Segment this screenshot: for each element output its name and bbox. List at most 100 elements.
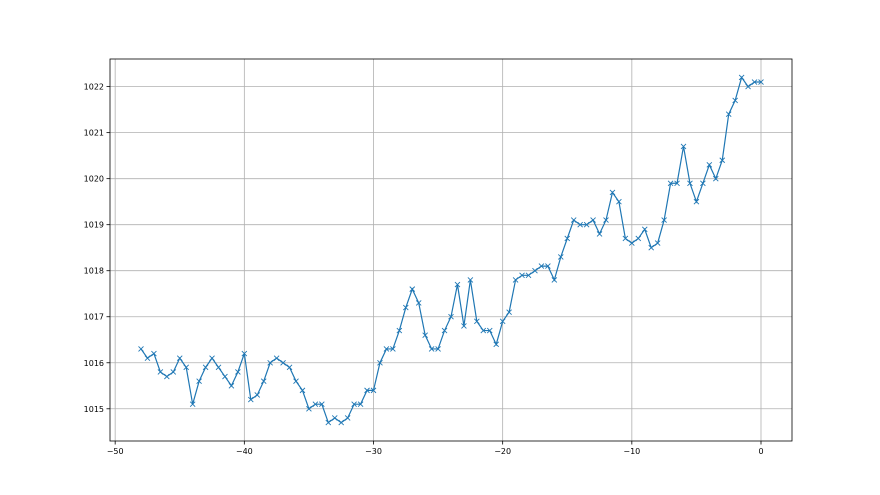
data-point-marker	[480, 327, 487, 334]
data-point-marker	[551, 277, 558, 283]
data-point-marker	[254, 392, 261, 398]
y-tick-label: 1019	[84, 221, 104, 230]
data-point-marker	[629, 240, 635, 246]
data-point-marker	[402, 304, 409, 311]
data-point-marker	[532, 267, 538, 274]
data-point-marker	[189, 401, 196, 407]
data-point-marker	[641, 226, 648, 233]
data-point-marker	[557, 254, 564, 260]
data-point-marker	[545, 263, 551, 269]
data-point-marker	[299, 387, 306, 394]
data-point-marker	[596, 231, 603, 237]
data-point-marker	[409, 286, 416, 292]
data-point-marker	[267, 359, 273, 366]
data-point-marker	[325, 419, 332, 426]
data-point-marker	[176, 355, 183, 361]
data-point-marker	[719, 157, 726, 164]
data-point-marker	[260, 378, 267, 384]
data-point-marker	[235, 369, 241, 375]
data-point-marker	[183, 364, 190, 371]
data-point-marker	[680, 143, 687, 150]
data-point-marker	[286, 364, 293, 371]
series-line	[140, 76, 761, 424]
data-point-marker	[499, 318, 506, 325]
data-point-marker	[635, 235, 642, 242]
y-tick-label: 1021	[84, 129, 104, 138]
data-point-marker	[151, 350, 157, 357]
data-point-marker	[441, 327, 448, 334]
data-point-marker	[144, 355, 151, 361]
x-tick-label: −10	[623, 447, 640, 456]
data-point-marker	[758, 79, 764, 85]
ticks: −50 −40 −30 −20 −10 0 1015 1016 1017 1018 1019 1020…	[84, 83, 764, 456]
data-point-marker	[247, 396, 254, 403]
data-point-marker	[674, 180, 680, 187]
data-point-marker	[461, 323, 467, 329]
data-point-marker	[293, 378, 299, 384]
data-point-marker	[415, 300, 422, 306]
y-tick-label: 1016	[84, 359, 104, 368]
data-point-marker	[222, 373, 228, 380]
data-point-marker	[583, 221, 590, 228]
data-point-marker	[667, 180, 674, 187]
data-point-marker	[712, 175, 719, 182]
data-point-marker	[170, 369, 177, 375]
data-point-marker	[506, 309, 512, 315]
data-point-marker	[706, 162, 713, 168]
data-point-marker	[215, 364, 222, 371]
data-point-marker	[648, 244, 655, 251]
data-point-marker	[732, 97, 738, 104]
data-point-marker	[525, 272, 532, 279]
data-point-marker	[241, 350, 248, 357]
data-point-marker	[454, 281, 461, 288]
data-point-marker	[486, 327, 493, 334]
data-point-marker	[196, 378, 202, 384]
data-point-marker	[622, 235, 629, 242]
data-point-marker	[364, 387, 370, 394]
data-point-marker	[467, 277, 474, 283]
y-tick-label: 1022	[84, 83, 104, 92]
data-point-marker	[745, 83, 751, 90]
y-tick-label: 1015	[84, 405, 104, 414]
data-point-marker	[512, 277, 519, 283]
data-point-marker	[319, 401, 325, 407]
data-point-marker	[331, 415, 338, 421]
data-point-marker	[422, 332, 428, 338]
data-point-marker	[377, 359, 383, 366]
data-point-marker	[209, 355, 215, 361]
data-point-marker	[164, 373, 170, 380]
data-point-marker	[725, 111, 732, 118]
data-point-marker	[603, 217, 609, 223]
data-point-marker	[344, 415, 351, 421]
x-tick-label: −30	[365, 447, 382, 456]
y-tick-label: 1017	[84, 313, 104, 322]
data-point-marker	[693, 198, 700, 205]
y-tick-label: 1018	[84, 267, 104, 276]
data-point-marker	[157, 369, 164, 375]
data-point-marker	[228, 382, 235, 389]
data-point-marker	[687, 180, 693, 187]
data-point-marker	[751, 79, 758, 85]
data-point-marker	[435, 346, 441, 352]
data-point-marker	[383, 346, 390, 352]
data-point-marker	[280, 359, 286, 366]
grid	[110, 59, 792, 441]
data-point-marker	[493, 341, 500, 348]
data-point-marker	[474, 318, 480, 325]
data-point-marker	[351, 401, 357, 407]
data-point-marker	[616, 198, 622, 205]
data-point-marker	[519, 272, 525, 279]
data-point-marker	[577, 221, 583, 228]
data-point-marker	[306, 405, 312, 412]
data-point-marker	[396, 327, 403, 334]
data-point-marker	[428, 346, 435, 352]
y-tick-label: 1020	[84, 175, 104, 184]
data-point-marker	[312, 401, 319, 407]
x-tick-label: −50	[107, 447, 124, 456]
x-tick-label: −40	[236, 447, 253, 456]
data-point-marker	[609, 189, 616, 196]
data-point-marker	[390, 346, 396, 352]
data-point-marker	[338, 419, 345, 426]
data-point-marker	[700, 180, 706, 187]
